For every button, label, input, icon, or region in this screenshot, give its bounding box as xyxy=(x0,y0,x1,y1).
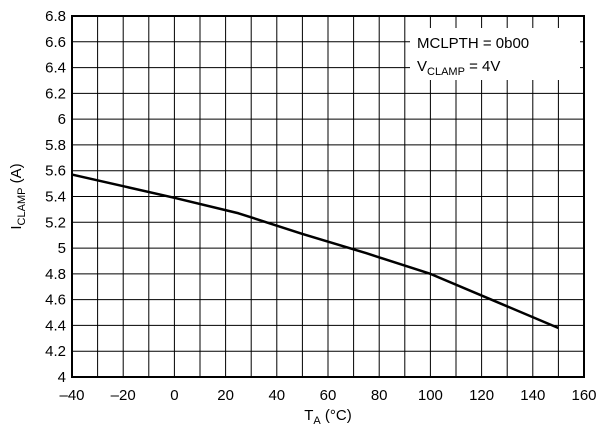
x-tick-label: 160 xyxy=(571,387,596,404)
annotation-vclamp-suffix: = 4V xyxy=(465,58,500,75)
y-axis-label-suffix: (A) xyxy=(8,163,25,187)
x-axis-label: TA (°C) xyxy=(304,407,352,427)
y-axis-label: ICLAMP (A) xyxy=(8,163,28,229)
annotation-vclamp-main: V xyxy=(417,58,427,75)
x-tick-label: –40 xyxy=(59,387,84,404)
y-axis-label-sub: CLAMP xyxy=(16,188,28,226)
y-tick-label: 5.8 xyxy=(45,137,66,154)
x-tick-label: 60 xyxy=(320,387,337,404)
y-tick-label: 6.8 xyxy=(45,8,66,25)
y-tick-label: 4.6 xyxy=(45,292,66,309)
y-tick-label: 6.2 xyxy=(45,85,66,102)
x-tick-label: 80 xyxy=(371,387,388,404)
x-tick-label: 100 xyxy=(418,387,443,404)
x-axis-label-main: T xyxy=(304,407,313,424)
y-tick-label: 5.2 xyxy=(45,214,66,231)
x-tick-label: 20 xyxy=(217,387,234,404)
x-tick-label: 120 xyxy=(469,387,494,404)
y-tick-label: 4 xyxy=(58,369,66,386)
x-tick-label: 140 xyxy=(520,387,545,404)
x-tick-label: –20 xyxy=(111,387,136,404)
x-tick-label: 0 xyxy=(170,387,178,404)
series-line xyxy=(71,173,559,330)
y-tick-label: 6.4 xyxy=(45,60,66,77)
x-tick-label: 40 xyxy=(268,387,285,404)
x-axis-label-sub: A xyxy=(313,415,321,427)
tick-labels: 4 4.2 4.4 4.6 4.8 5 5.2 5.4 5.6 5.8 6 6.2 6.4 6.6 6.8 –… xyxy=(45,8,596,404)
y-axis-label-main: I xyxy=(8,225,25,229)
annotation-vclamp: VCLAMP = 4V xyxy=(417,58,500,78)
y-tick-label: 6.6 xyxy=(45,34,66,51)
annotation-box xyxy=(410,28,580,80)
x-axis-label-suffix: (°C) xyxy=(321,407,352,424)
y-tick-label: 4.2 xyxy=(45,343,66,360)
grid xyxy=(72,16,584,377)
y-tick-label: 5.4 xyxy=(45,189,66,206)
y-tick-label: 6 xyxy=(58,111,66,128)
annotation-vclamp-sub: CLAMP xyxy=(427,66,465,78)
y-tick-label: 4.4 xyxy=(45,317,66,334)
y-tick-label: 5 xyxy=(58,240,66,257)
plot-frame xyxy=(71,15,585,378)
annotation-mclpth: MCLPTH = 0b00 xyxy=(417,35,529,52)
series-layer xyxy=(71,173,559,330)
y-tick-label: 4.8 xyxy=(45,266,66,283)
y-tick-label: 5.6 xyxy=(45,163,66,180)
